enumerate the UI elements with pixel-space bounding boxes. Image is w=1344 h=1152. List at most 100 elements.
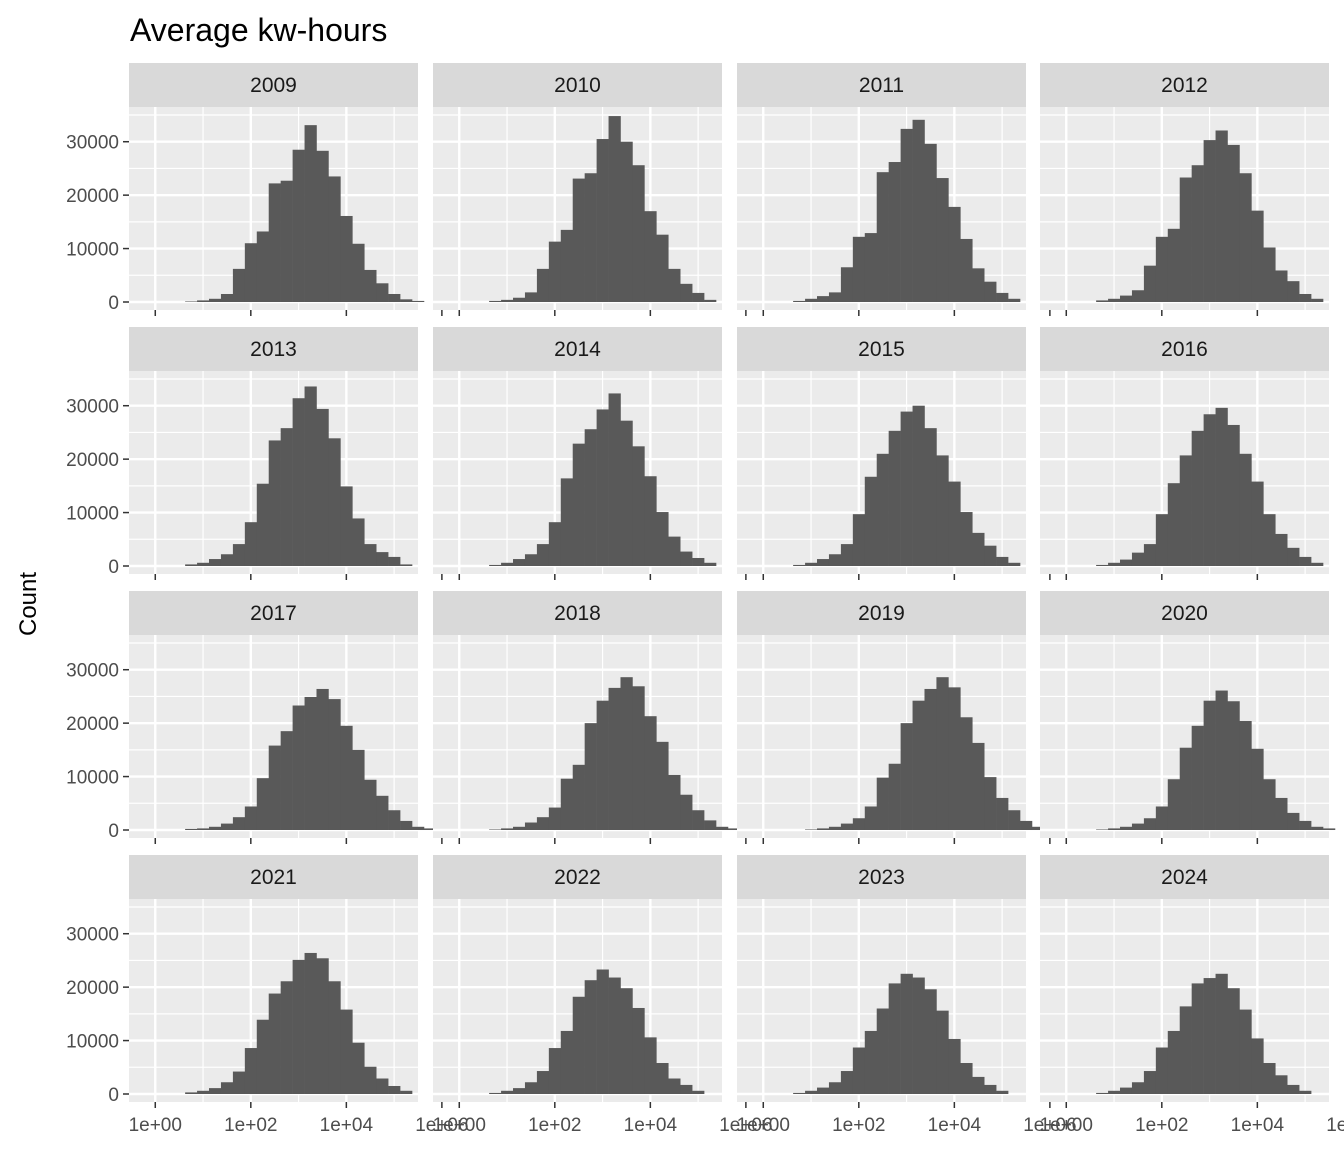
facet-strip-label: 2018 <box>554 602 601 625</box>
y-tick-label: 0 <box>108 557 119 578</box>
histogram-bar <box>852 514 866 566</box>
y-tick-label: 20000 <box>66 714 119 735</box>
facet-panel-2021: 2021 0 10000 20000 30000 1e+00 1e+02 1e+04 1e+06 <box>66 855 469 1136</box>
histogram-bar <box>1239 453 1252 566</box>
histogram-bar <box>1167 1030 1181 1094</box>
histogram-bar <box>548 1048 562 1094</box>
histogram-bar <box>244 243 258 302</box>
histogram-bar <box>232 1071 246 1094</box>
histogram-bar <box>620 677 633 830</box>
histogram-bar <box>328 438 341 566</box>
facet-strip <box>737 63 1026 107</box>
histogram-bar <box>644 211 657 302</box>
histogram-bar <box>376 1078 389 1094</box>
histogram-bar <box>716 826 729 830</box>
histogram-bar <box>864 806 878 830</box>
histogram-bar <box>1191 983 1204 1094</box>
histogram-bar <box>304 386 317 566</box>
facet-strip-label: 2021 <box>250 866 297 889</box>
histogram-bar <box>388 556 401 566</box>
facet-panel-2009: 2009 0 10000 20000 30000 <box>66 63 444 316</box>
y-tick-label: 20000 <box>66 186 119 207</box>
histogram-bar <box>996 292 1009 302</box>
x-tick-label: 1e+06 <box>1023 1115 1076 1136</box>
histogram-bar <box>644 716 657 830</box>
histogram-bar <box>1251 481 1264 566</box>
histogram-bar <box>268 440 281 566</box>
histogram-bar <box>1120 1087 1133 1094</box>
histogram-bar <box>1275 797 1288 830</box>
histogram-bar <box>948 206 961 302</box>
histogram-bar <box>256 1019 270 1094</box>
histogram-bar <box>828 292 842 302</box>
facet-panel-2010: 2010 <box>433 63 748 316</box>
histogram-bar <box>489 829 502 830</box>
x-tick-label: 1e+06 <box>719 1115 772 1136</box>
histogram-bar <box>704 562 717 566</box>
y-tick-label: 0 <box>108 293 119 314</box>
facet-panel-2013: 2013 0 10000 20000 30000 <box>66 327 444 580</box>
histogram-bar <box>524 822 538 830</box>
facet-panel-2012: 2012 <box>1040 63 1329 316</box>
histogram-bar <box>1275 270 1288 302</box>
histogram-bar <box>680 794 693 830</box>
histogram-bar <box>280 180 293 302</box>
facet-strip <box>433 591 722 635</box>
histogram-bar <box>560 229 574 302</box>
y-axis-title: Count <box>15 572 42 636</box>
x-tick-label: 1e+02 <box>1135 1115 1188 1136</box>
histogram-bar <box>644 476 657 566</box>
facet-strip-label: 2015 <box>858 338 905 361</box>
histogram-bar <box>256 483 270 566</box>
histogram-bar <box>1120 826 1133 830</box>
histogram-bar <box>560 478 574 566</box>
y-tick-label: 30000 <box>66 397 119 418</box>
x-tick-label: 1e+02 <box>224 1115 277 1136</box>
histogram-bar <box>620 420 633 566</box>
histogram-bar <box>608 977 621 1094</box>
histogram-bar <box>1275 533 1288 566</box>
facet-strip <box>1040 591 1329 635</box>
histogram-bar <box>572 996 585 1094</box>
histogram-bar <box>1287 281 1300 302</box>
histogram-bar <box>608 116 621 302</box>
histogram-bar <box>1191 430 1204 566</box>
histogram-bar <box>840 544 854 566</box>
facet-strip <box>1040 327 1329 371</box>
facet-strip <box>737 327 1026 371</box>
histogram-bar <box>936 1010 949 1094</box>
histogram-bar <box>197 828 210 830</box>
histogram-bar <box>584 723 597 830</box>
histogram-bar <box>1155 1047 1169 1094</box>
histogram-bar <box>328 176 341 302</box>
histogram-bar <box>548 241 562 302</box>
facet-panel-2018: 2018 <box>433 591 748 844</box>
histogram-bar <box>197 1090 210 1094</box>
facet-panel-2020: 2020 <box>1040 591 1336 844</box>
histogram-bar <box>1131 823 1145 830</box>
histogram-bar <box>704 299 717 302</box>
histogram-bar <box>1287 1084 1300 1094</box>
facet-strip-label: 2011 <box>859 74 904 97</box>
histogram-bar <box>1263 247 1276 302</box>
histogram-bar <box>852 1047 866 1094</box>
histogram-bar <box>388 293 401 302</box>
histogram-bar <box>680 551 693 566</box>
facet-panel-2022: 2022 1e+00 1e+02 1e+04 1e+06 <box>433 855 773 1136</box>
histogram-bar <box>536 1071 550 1094</box>
facet-strip-label: 2017 <box>250 602 297 625</box>
facet-panel-2014: 2014 <box>433 327 748 580</box>
histogram-bar <box>727 828 741 830</box>
histogram-bar <box>513 559 526 566</box>
histogram-bar <box>1191 165 1204 302</box>
histogram-bar <box>316 150 329 302</box>
histogram-bar <box>232 268 246 302</box>
histogram-bar <box>936 455 949 566</box>
histogram-bar <box>960 717 973 830</box>
histogram-bar <box>572 178 585 302</box>
facet-strip <box>433 327 722 371</box>
histogram-bar <box>840 1071 854 1094</box>
histogram-bar <box>1251 748 1264 830</box>
histogram-bar <box>1203 978 1216 1094</box>
histogram-bar <box>912 977 925 1094</box>
